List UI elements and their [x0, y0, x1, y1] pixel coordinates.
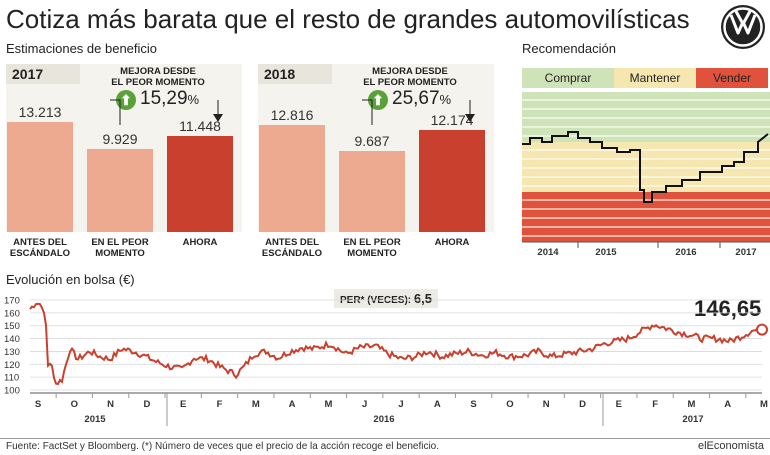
month-label: F: [652, 399, 658, 410]
arrow-up-icon: ⬆: [116, 90, 136, 110]
per-badge: PER* (VECES): 6,5: [334, 289, 438, 308]
legend-mantener: Mantener: [614, 68, 696, 88]
bar-value-1: 12.816: [270, 106, 314, 123]
legend-vender: Vender: [696, 68, 768, 88]
stock-price-line: [29, 302, 763, 386]
reco-year-2017: 2017: [735, 247, 756, 258]
month-label: A: [289, 399, 296, 410]
improvement-label: MEJORA DESDE EL PEOR MOMENTO: [363, 66, 457, 88]
bar-label-2: EN EL PEOR MOMENTO: [91, 237, 149, 259]
bar-3: [419, 130, 485, 232]
per-value: 6,5: [413, 291, 432, 306]
month-label: M: [760, 399, 768, 410]
month-label: J: [362, 399, 367, 410]
y-tick-label: 130: [4, 347, 20, 358]
legend-comprar: Comprar: [522, 68, 614, 88]
per-label: PER* (VECES):: [340, 295, 412, 306]
y-tick-label: 140: [4, 334, 20, 345]
vw-logo-icon: [721, 5, 765, 49]
improvement-pct: 25,67%: [392, 88, 452, 109]
bar-label-2: EN EL PEOR MOMENTO: [343, 237, 401, 259]
improvement-pct: 15,29%: [140, 88, 200, 109]
year-label-2015: 2015: [84, 414, 106, 425]
bar-value-2: 9.929: [102, 131, 138, 148]
stock-title: Evolución en bolsa (€): [6, 272, 135, 287]
recommendation-title: Recomendación: [522, 41, 616, 56]
estimates-title: Estimaciones de beneficio: [6, 41, 158, 56]
bar-value-3: 12.174: [430, 112, 474, 129]
bar-2: [339, 151, 405, 232]
bar-1: [259, 124, 325, 232]
month-label: A: [724, 399, 731, 410]
y-tick-label: 150: [4, 321, 20, 332]
month-label: A: [434, 399, 441, 410]
month-label: E: [616, 399, 622, 410]
improvement-label: MEJORA DESDE EL PEOR MOMENTO: [111, 66, 205, 88]
recommendation-chart: 2014 2015 2016 2017: [522, 92, 770, 258]
footer-divider: [0, 438, 770, 439]
last-price-marker: [756, 323, 768, 336]
bar-3: [167, 136, 233, 232]
page-title: Cotiza más barata que el resto de grande…: [6, 4, 690, 34]
month-label: F: [217, 399, 223, 410]
y-tick-label: 100: [4, 386, 20, 397]
bar-label-3: AHORA: [434, 237, 470, 248]
bar-value-1: 13.213: [18, 103, 62, 120]
reco-year-2014: 2014: [537, 247, 559, 258]
footer-source: Fuente: FactSet y Bloomberg. (*) Número …: [6, 441, 440, 452]
month-label: N: [543, 399, 550, 410]
improvement-bracket: [110, 99, 223, 125]
y-tick-label: 110: [4, 373, 19, 384]
month-label: S: [470, 399, 476, 410]
month-label: D: [143, 399, 150, 410]
bar-label-1: ANTES DEL ESCÁNDALO: [261, 237, 323, 259]
month-label: M: [687, 399, 695, 410]
bar-value-3: 11.448: [179, 118, 221, 135]
month-label: S: [35, 399, 41, 410]
year-label-2017: 2017: [6, 64, 80, 84]
year-label-2017: 2017: [682, 414, 703, 425]
y-tick-label: 120: [4, 360, 20, 371]
month-label: D: [579, 399, 586, 410]
month-label: E: [180, 399, 186, 410]
arrow-up-icon: ⬆: [368, 90, 388, 110]
month-label: M: [324, 399, 332, 410]
y-tick-label: 170: [4, 296, 20, 307]
improvement-bracket: [362, 99, 475, 125]
month-label: O: [71, 399, 78, 410]
reco-year-2015: 2015: [595, 247, 617, 258]
year-label-2016: 2016: [373, 414, 394, 425]
bar-1: [7, 121, 73, 232]
year-label-2018: 2018: [258, 64, 332, 84]
reco-year-2016: 2016: [675, 247, 696, 258]
bar-label-1: ANTES DEL ESCÁNDALO: [9, 237, 71, 259]
y-tick-label: 160: [4, 308, 20, 319]
recommendation-line: [522, 131, 769, 203]
month-label: O: [506, 399, 513, 410]
bar-value-2: 9.687: [354, 133, 390, 150]
month-label: J: [398, 399, 403, 410]
bar-label-3: AHORA: [182, 237, 218, 248]
month-label: N: [107, 399, 114, 410]
bar-2: [87, 149, 153, 232]
month-label: M: [252, 399, 260, 410]
brand-label: elEconomista: [698, 440, 765, 452]
